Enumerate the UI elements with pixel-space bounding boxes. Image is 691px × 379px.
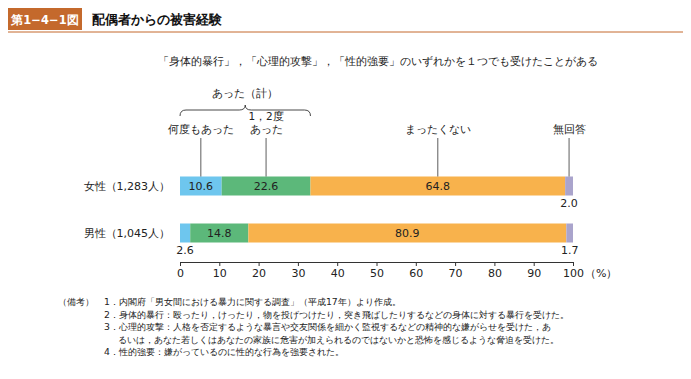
note: 4．性的強要：嫌がっているのに性的な行為を強要された。 bbox=[104, 346, 344, 357]
note: 1．内閣府「男女間における暴力に関する調査」（平成17年）より作成。 bbox=[104, 296, 401, 307]
bar-segment bbox=[565, 177, 573, 196]
tick-mark bbox=[298, 262, 299, 266]
tick: 70 bbox=[449, 262, 463, 280]
tick-mark bbox=[219, 262, 220, 266]
tick: 10 bbox=[213, 262, 227, 280]
leader-line bbox=[569, 138, 570, 177]
tick: 30 bbox=[291, 262, 305, 280]
title: 配偶者からの被害経験 bbox=[92, 12, 223, 27]
bar-segment bbox=[222, 177, 311, 196]
tick-label: 60 bbox=[409, 267, 423, 280]
tick-label: 30 bbox=[291, 267, 305, 280]
data-labels: 10.6 2.6 22.6 14.8 64.8 80.9 2.0 1.7 bbox=[176, 180, 578, 257]
bars bbox=[180, 177, 573, 243]
tick: 20 bbox=[252, 262, 266, 280]
leader-line bbox=[437, 138, 438, 177]
bar-segment bbox=[566, 224, 573, 243]
tick-mark bbox=[377, 262, 378, 266]
category-label: 女性（1,283人） bbox=[84, 180, 171, 193]
bar-segment bbox=[180, 224, 190, 243]
tick-label: 40 bbox=[331, 267, 345, 280]
series-annotations: 何度もあった 1，2度あったまったくない 無回答 bbox=[168, 110, 586, 177]
tick: 90 bbox=[527, 262, 541, 280]
data-label: 14.8 bbox=[207, 227, 232, 240]
series-label: 何度もあった bbox=[168, 123, 234, 135]
series-label: 無回答 bbox=[553, 123, 586, 135]
tick-label: 70 bbox=[449, 267, 463, 280]
data-label: 64.8 bbox=[426, 180, 451, 193]
tick-label: 50 bbox=[370, 267, 384, 280]
annotation-bracket bbox=[180, 105, 310, 116]
tick: 100 bbox=[563, 262, 584, 280]
x-axis: 0 10 20 30 40 50 60 70 80 90 100 bbox=[177, 262, 584, 280]
tick: 60 bbox=[409, 262, 423, 280]
data-label: 80.9 bbox=[395, 227, 420, 240]
figure-number-box bbox=[8, 8, 82, 30]
annotation: あった（計） bbox=[212, 87, 278, 99]
subtitle: 「身体的暴行」，「心理的攻撃」，「性的強要」のいずれかを１つでも受けたことがある bbox=[158, 55, 598, 68]
tick: 0 bbox=[177, 262, 184, 280]
tick: 80 bbox=[488, 262, 502, 280]
tick-label: 10 bbox=[213, 267, 227, 280]
series-label: まったくない bbox=[405, 123, 471, 135]
tick-mark bbox=[180, 262, 181, 266]
leader-line bbox=[200, 138, 201, 177]
tick: 40 bbox=[331, 262, 345, 280]
data-label: 2.0 bbox=[560, 197, 578, 210]
tick-mark bbox=[573, 262, 574, 266]
tick-mark bbox=[494, 262, 495, 266]
category-label: 男性（1,045人） bbox=[84, 227, 171, 240]
figure-number: 第1−4−1図 bbox=[10, 13, 78, 27]
bar-segment bbox=[190, 224, 248, 243]
tick: 50 bbox=[370, 262, 384, 280]
tick-mark bbox=[534, 262, 535, 266]
data-label: 2.6 bbox=[176, 244, 194, 257]
bar-segment bbox=[180, 177, 222, 196]
tick-mark bbox=[259, 262, 260, 266]
tick-mark bbox=[416, 262, 417, 266]
data-label: 10.6 bbox=[189, 180, 214, 193]
series-label: 1，2度あった bbox=[248, 110, 283, 135]
bar-segment bbox=[248, 224, 566, 243]
bar-segment bbox=[310, 177, 565, 196]
x-axis-unit: （%） bbox=[585, 267, 617, 280]
tick-mark bbox=[337, 262, 338, 266]
tick-label: 0 bbox=[177, 267, 184, 280]
tick-mark bbox=[455, 262, 456, 266]
notes-label: （備考） bbox=[58, 296, 94, 307]
tick-label: 100 bbox=[563, 267, 584, 280]
note: 2．身体的暴行：殴ったり，けったり，物を投げつけたり，突き飛ばしたりするなどの身… bbox=[104, 309, 569, 320]
note: 3．心理的攻撃：人格を否定するような暴言や交友関係を細かく監視するなどの精神的な… bbox=[104, 321, 559, 345]
tick-label: 20 bbox=[252, 267, 266, 280]
header-rule bbox=[8, 32, 683, 33]
tick-label: 90 bbox=[527, 267, 541, 280]
data-label: 1.7 bbox=[561, 244, 579, 257]
leader-line bbox=[266, 138, 267, 177]
tick-label: 80 bbox=[488, 267, 502, 280]
data-label: 22.6 bbox=[254, 180, 279, 193]
chart: 第1−4−1図配偶者からの被害経験「身体的暴行」，「心理的攻撃」，「性的強要」の… bbox=[0, 0, 691, 379]
